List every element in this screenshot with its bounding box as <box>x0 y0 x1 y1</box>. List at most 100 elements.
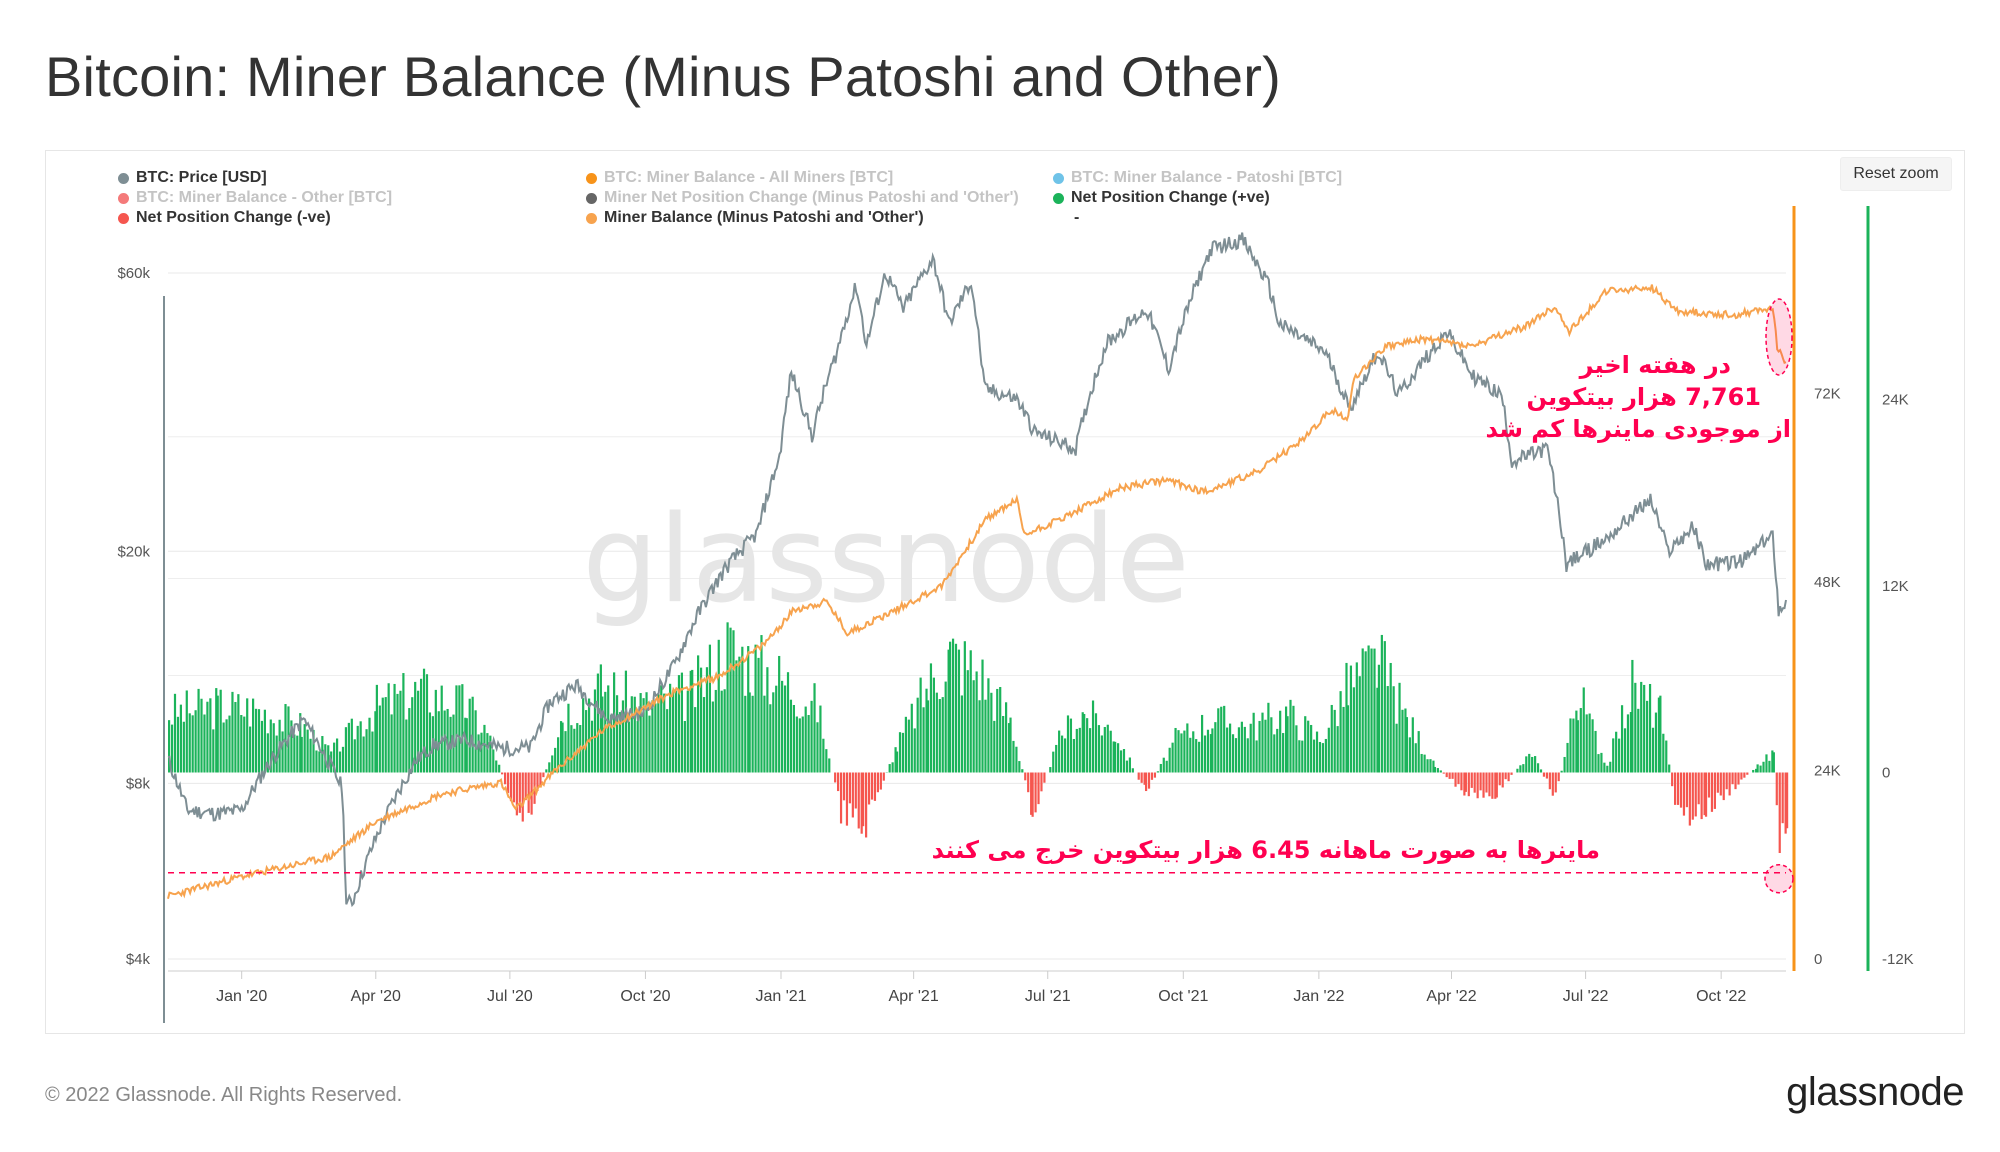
net-position-bar <box>1629 712 1632 773</box>
x-tick-label: Jan '20 <box>216 988 267 1005</box>
net-position-bar <box>607 685 610 773</box>
legend-item-miner-balance[interactable]: Miner Balance (Minus Patoshi and 'Other'… <box>586 209 924 227</box>
net-position-bar <box>639 693 642 773</box>
net-position-bar <box>842 772 846 801</box>
net-position-bar <box>1273 734 1276 773</box>
net-position-bar <box>1473 772 1476 793</box>
legend-item-net-position[interactable]: Miner Net Position Change (Minus Patoshi… <box>586 189 1019 207</box>
net-position-bar <box>760 635 763 773</box>
net-position-bar <box>1249 723 1252 773</box>
net-position-bar <box>816 722 819 773</box>
net-position-bar <box>312 729 315 773</box>
legend-item-patoshi[interactable]: BTC: Miner Balance - Patoshi [BTC] <box>1053 169 1342 187</box>
net-position-bar <box>347 722 350 773</box>
net-position-bar <box>792 704 796 773</box>
net-position-bar <box>576 723 579 773</box>
net-position-bar <box>1195 739 1198 773</box>
net-position-bar <box>1339 691 1342 773</box>
net-position-bar <box>1755 768 1758 773</box>
legend-label: Net Position Change (-ve) <box>136 209 331 226</box>
legend-item-price[interactable]: BTC: Price [USD] <box>118 169 267 187</box>
legend-item-positive-change[interactable]: Net Position Change (+ve) <box>1053 189 1270 207</box>
net-position-bar <box>518 772 521 813</box>
y-tick-label-balance: 0 <box>1814 951 1822 968</box>
net-position-bar <box>1448 772 1451 779</box>
net-position-bar <box>1231 734 1235 773</box>
net-position-bar <box>1301 740 1304 773</box>
net-position-bar <box>1336 726 1339 773</box>
net-position-bar <box>987 678 990 773</box>
net-position-bar <box>1177 730 1180 773</box>
net-position-bar <box>865 772 868 838</box>
net-position-bar <box>907 719 910 773</box>
net-position-bar <box>1713 772 1716 809</box>
net-position-bar <box>1395 723 1398 773</box>
legend-dot-icon <box>586 212 597 224</box>
legend-label: BTC: Miner Balance - Patoshi [BTC] <box>1071 169 1343 186</box>
annotation-top: در هفته اخیر 7,761 هزار بیتکوین از موجود… <box>1485 349 1791 445</box>
annotation-top-line3: از موجودی ماینرها کم شد <box>1485 415 1791 443</box>
net-position-bar <box>1088 728 1092 773</box>
y-tick-label-price: $60k <box>117 265 150 282</box>
net-position-bar <box>1615 731 1618 773</box>
legend-item-dash[interactable]: - <box>1074 209 1079 227</box>
net-position-bar <box>464 717 467 773</box>
net-position-bar <box>243 716 246 773</box>
net-position-bar <box>954 643 958 773</box>
y-tick-label-price: $8k <box>126 775 151 792</box>
net-position-bar <box>1519 765 1522 773</box>
net-position-bar <box>509 772 513 802</box>
net-position-bar <box>1536 763 1540 773</box>
net-position-bar <box>904 716 907 773</box>
net-position-bar <box>1460 772 1463 791</box>
net-position-bar <box>554 747 557 773</box>
annotation-top-line1: در هفته اخیر <box>1579 351 1731 379</box>
net-position-bar <box>1725 772 1728 790</box>
net-position-bar <box>414 681 417 773</box>
net-position-bar <box>1007 723 1011 773</box>
net-position-bar <box>1267 702 1270 773</box>
net-position-bar <box>1522 764 1525 773</box>
net-position-bar <box>857 772 860 829</box>
net-position-bar <box>680 672 684 773</box>
net-position-bar <box>1772 752 1775 773</box>
net-position-bar <box>480 732 483 773</box>
net-position-bar <box>1507 772 1510 782</box>
net-position-bar <box>1609 761 1612 773</box>
net-position-bar <box>299 713 302 773</box>
net-position-bar <box>1310 724 1313 773</box>
net-position-bar <box>935 692 938 773</box>
copyright: © 2022 Glassnode. All Rights Reserved. <box>45 1084 403 1106</box>
net-position-bar <box>1015 746 1018 773</box>
reset-zoom-button[interactable]: Reset zoom <box>1840 157 1952 191</box>
net-position-bar <box>266 733 269 773</box>
legend-dot-icon <box>1053 172 1064 184</box>
net-position-bar <box>222 722 225 773</box>
net-position-bar <box>425 674 429 773</box>
net-position-bar <box>437 711 440 773</box>
net-position-bar <box>559 721 563 773</box>
net-position-bar <box>876 772 879 793</box>
net-position-bar <box>1304 716 1307 773</box>
net-position-bar <box>804 706 807 773</box>
legend-item-negative-change[interactable]: Net Position Change (-ve) <box>118 209 331 227</box>
net-position-bar <box>1352 687 1355 773</box>
net-position-bar <box>891 762 894 773</box>
net-position-bar <box>1030 772 1033 815</box>
net-position-bar <box>888 764 891 773</box>
net-position-bar <box>1097 725 1101 773</box>
legend-dot-icon <box>118 212 129 224</box>
x-tick-label: Jul '20 <box>487 988 533 1005</box>
net-position-bar <box>879 772 882 790</box>
net-position-bar <box>1665 740 1668 773</box>
x-tick-label: Apr '21 <box>889 988 939 1005</box>
legend-item-other[interactable]: BTC: Miner Balance - Other [BTC] <box>118 189 392 207</box>
legend-item-all-miners[interactable]: BTC: Miner Balance - All Miners [BTC] <box>586 169 893 187</box>
net-position-bar <box>240 715 243 773</box>
net-position-bar <box>689 670 692 773</box>
net-position-bar <box>1398 682 1401 773</box>
net-position-bar <box>1333 709 1336 773</box>
net-position-bar <box>1464 772 1467 792</box>
net-position-bar <box>408 708 411 773</box>
y-tick-label-change: -12K <box>1882 951 1914 968</box>
